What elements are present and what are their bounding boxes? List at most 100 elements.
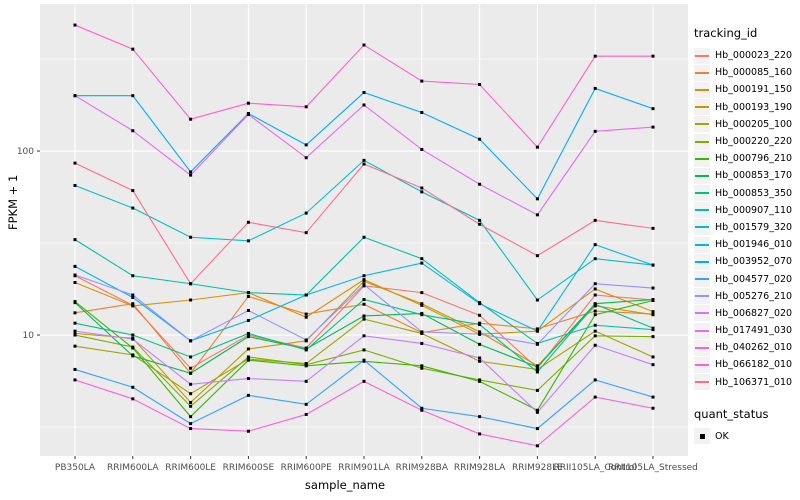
legend-item-Hb_106371_010: Hb_106371_010 xyxy=(694,374,800,391)
data-point xyxy=(593,329,597,333)
legend-item-Hb_001579_320: Hb_001579_320 xyxy=(694,219,800,236)
data-point xyxy=(131,304,135,308)
legend-item-label: Hb_000220_220 xyxy=(715,136,793,148)
legend-key xyxy=(694,219,710,236)
data-point xyxy=(131,337,135,341)
data-point xyxy=(535,408,539,412)
data-point xyxy=(478,332,482,336)
data-point xyxy=(478,379,482,383)
data-point xyxy=(593,343,597,347)
legend-key xyxy=(694,339,710,356)
legend-key xyxy=(694,305,710,322)
data-point xyxy=(420,366,424,370)
legend-item-Hb_000853_350: Hb_000853_350 xyxy=(694,185,800,202)
legend-item-Hb_066182_010: Hb_066182_010 xyxy=(694,356,800,373)
data-point xyxy=(304,156,308,160)
x-tick-label: RRIM600LA xyxy=(107,463,159,473)
data-point xyxy=(73,331,77,335)
legend-item-Hb_001946_010: Hb_001946_010 xyxy=(694,236,800,253)
data-point xyxy=(362,103,366,107)
data-point xyxy=(73,344,77,348)
data-point xyxy=(593,54,597,58)
legend-item-label: Hb_000853_170 xyxy=(715,170,793,182)
legend-item-label: Hb_106371_010 xyxy=(715,376,793,388)
data-point xyxy=(651,310,655,314)
data-point xyxy=(420,79,424,83)
data-point xyxy=(246,347,250,351)
data-point xyxy=(362,358,366,362)
data-point xyxy=(535,197,539,201)
x-tick-label: RRIM928LA xyxy=(454,463,506,473)
data-point xyxy=(304,312,308,316)
legend-key-line-icon xyxy=(695,174,709,177)
data-point xyxy=(593,323,597,327)
data-point xyxy=(246,355,250,359)
data-point xyxy=(189,355,193,359)
data-point xyxy=(189,339,193,343)
data-point xyxy=(535,370,539,374)
data-point xyxy=(189,170,193,174)
legend-key-line-icon xyxy=(695,192,709,195)
data-point xyxy=(362,278,366,282)
data-point xyxy=(478,302,482,306)
data-point xyxy=(593,243,597,247)
legend-title-quant-status: quant_status xyxy=(694,406,769,421)
data-point xyxy=(362,379,366,383)
data-point xyxy=(73,264,77,268)
data-point xyxy=(131,293,135,297)
data-point xyxy=(535,444,539,448)
data-point xyxy=(73,161,77,165)
data-point xyxy=(420,330,424,334)
data-point xyxy=(304,379,308,383)
x-tick-label: PB350LA xyxy=(55,463,96,473)
data-point xyxy=(304,402,308,406)
data-point xyxy=(246,333,250,337)
data-point xyxy=(593,304,597,308)
data-point xyxy=(304,338,308,342)
x-tick-label: RRIM928LE xyxy=(512,463,563,473)
data-point xyxy=(304,364,308,368)
legend-item-Hb_003952_070: Hb_003952_070 xyxy=(694,253,800,270)
legend-key-line-icon xyxy=(695,381,709,384)
data-point xyxy=(189,366,193,370)
data-point xyxy=(362,283,366,287)
data-point xyxy=(593,378,597,382)
legend-key xyxy=(694,253,710,270)
legend-key xyxy=(694,81,710,98)
legend-item-label: Hb_066182_010 xyxy=(715,359,793,371)
legend: tracking_id Hb_000023_220 Hb_000085_160 Hb… xyxy=(694,26,800,445)
data-point xyxy=(362,91,366,95)
data-point xyxy=(73,23,77,27)
legend-key xyxy=(694,271,710,288)
data-point xyxy=(131,302,135,306)
data-point xyxy=(189,298,193,302)
data-point xyxy=(593,287,597,291)
legend-key xyxy=(694,322,710,339)
legend-key-line-icon xyxy=(695,71,709,74)
data-point xyxy=(131,397,135,401)
legend-key-line-icon xyxy=(695,209,709,212)
data-point xyxy=(246,291,250,295)
legend-key xyxy=(694,202,710,219)
x-tick-label: RRII105LA_Control xyxy=(553,463,636,473)
data-point xyxy=(593,218,597,222)
data-point xyxy=(535,213,539,217)
data-point xyxy=(246,101,250,105)
legend-item-label: Hb_004577_020 xyxy=(715,273,793,285)
y-axis-title: FPKM + 1 xyxy=(6,174,20,230)
data-point xyxy=(651,313,655,317)
data-point xyxy=(478,323,482,327)
data-point xyxy=(420,261,424,265)
data-point xyxy=(189,400,193,404)
data-point xyxy=(478,313,482,317)
legend-item-label: OK xyxy=(715,430,729,442)
legend-item-label: Hb_006827_020 xyxy=(715,307,793,319)
data-point xyxy=(73,378,77,382)
data-point xyxy=(131,47,135,51)
data-point xyxy=(73,321,77,325)
data-point xyxy=(535,298,539,302)
data-point xyxy=(246,331,250,335)
point-square-icon xyxy=(699,433,705,439)
data-point xyxy=(189,235,193,239)
data-point xyxy=(246,239,250,243)
